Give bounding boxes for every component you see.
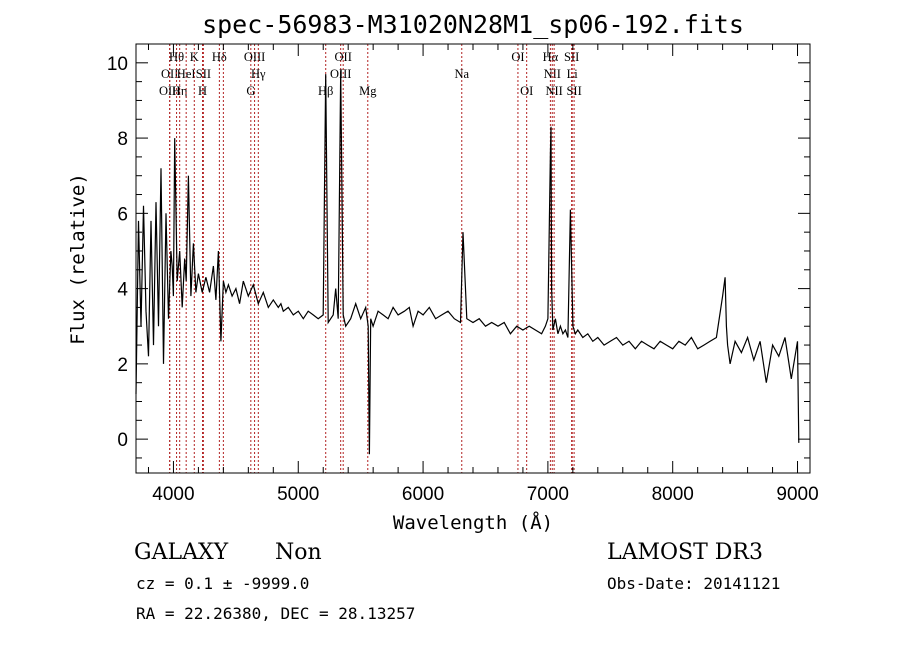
observation-date: Obs-Date: 20141121	[607, 574, 780, 593]
line-label: OIII	[159, 84, 181, 98]
line-label: OIII	[244, 50, 266, 64]
y-tick-label: 6	[117, 204, 128, 225]
coordinates: RA = 22.26380, DEC = 28.13257	[136, 604, 415, 623]
x-tick-label: 4000	[152, 484, 194, 505]
y-axis-label: Flux (relative)	[67, 173, 89, 345]
line-label: HeI	[177, 67, 196, 81]
line-label: OI	[511, 50, 524, 64]
y-tick-label: 10	[107, 54, 128, 75]
line-label: Mg	[359, 84, 377, 98]
line-label: K	[190, 50, 199, 64]
x-tick-label: 9000	[776, 484, 818, 505]
plot-frame	[135, 43, 811, 474]
spectrum-series	[135, 70, 800, 455]
object-class: GALAXY	[134, 540, 229, 565]
redshift-cz: cz = 0.1 ± -9999.0	[136, 574, 309, 593]
object-subclass: Non	[275, 540, 322, 565]
line-label: Na	[454, 67, 469, 81]
survey-name: LAMOST DR3	[607, 540, 763, 565]
line-label: Hα	[543, 50, 559, 64]
line-label: SII	[564, 50, 579, 64]
line-label: Hδ	[212, 50, 227, 64]
line-label: G	[246, 84, 255, 98]
y-tick-label: 0	[117, 430, 128, 451]
line-label: H	[198, 84, 207, 98]
x-tick-label: 5000	[277, 484, 319, 505]
line-label: Hγ	[251, 67, 266, 81]
line-label: NII	[544, 67, 561, 81]
line-label: Hη	[172, 84, 188, 98]
chart-title: spec-56983-M31020N28M1_sp06-192.fits	[202, 10, 744, 39]
line-label: NII	[545, 84, 562, 98]
line-label: SII	[566, 84, 581, 98]
line-label: Li	[567, 67, 579, 81]
y-tick-label: 2	[117, 355, 128, 376]
y-tick-label: 4	[117, 280, 128, 301]
line-label: Hθ	[169, 50, 184, 64]
x-axis-label: Wavelength (Å)	[393, 511, 553, 534]
line-label: OII	[335, 50, 352, 64]
x-tick-label: 6000	[402, 484, 444, 505]
x-tick-label: 7000	[527, 484, 569, 505]
spectrum-line	[135, 70, 800, 455]
y-tick-label: 8	[117, 129, 128, 150]
line-label: OI	[520, 84, 533, 98]
x-tick-label: 8000	[652, 484, 694, 505]
axis-ticks: 4000 5000 6000 7000 8000 9000 0 2 4 6 8 10	[107, 43, 819, 505]
line-label: SII	[196, 67, 211, 81]
